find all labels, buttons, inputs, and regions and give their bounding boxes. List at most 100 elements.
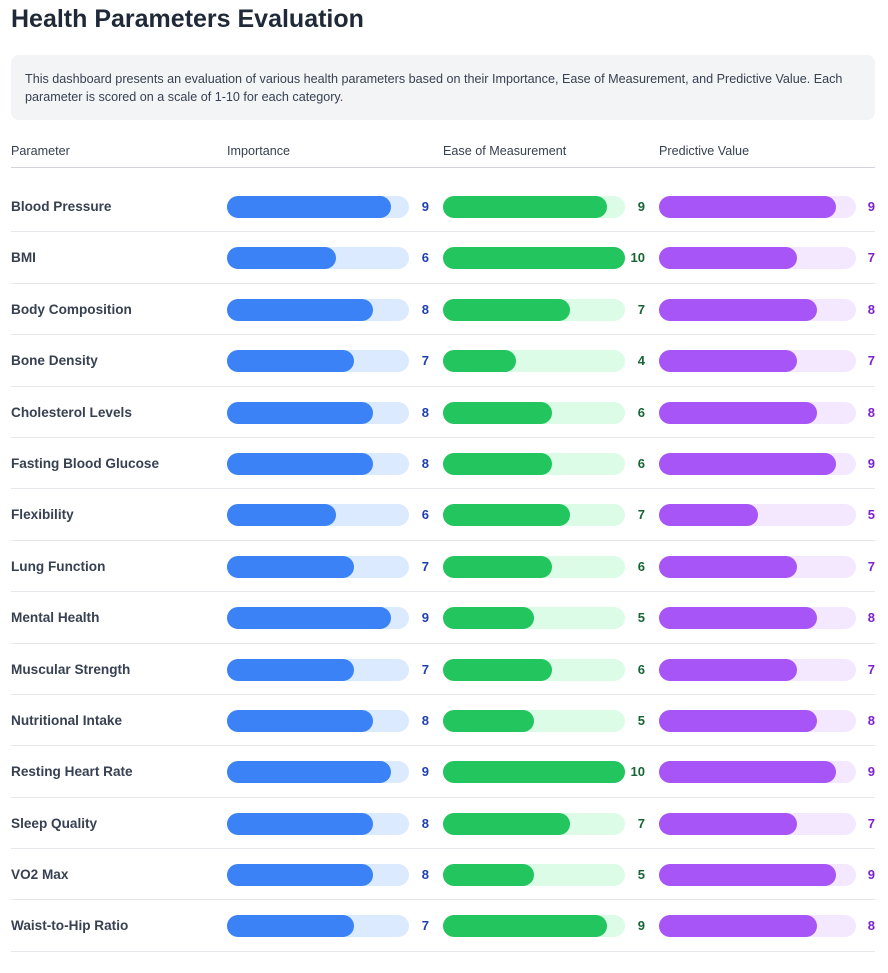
predictive-value-value-label: 5 bbox=[867, 507, 875, 523]
importance-bar-track bbox=[227, 658, 409, 681]
predictive-value-bar bbox=[659, 915, 817, 938]
predictive-value-value-label: 8 bbox=[867, 610, 875, 626]
parameter-name: Blood Pressure bbox=[11, 199, 112, 214]
predictive-value-bar-track bbox=[659, 658, 856, 681]
importance-bar bbox=[227, 658, 355, 681]
ease-of-measurement-value-label: 10 bbox=[630, 764, 645, 780]
importance-value-label: 8 bbox=[421, 301, 429, 317]
ease-of-measurement-value-label: 10 bbox=[630, 250, 645, 266]
importance-bar bbox=[227, 761, 391, 784]
importance-bar bbox=[227, 504, 337, 527]
importance-bar bbox=[227, 709, 373, 732]
importance-bar-track bbox=[227, 298, 409, 321]
importance-bar-track bbox=[227, 915, 409, 938]
importance-bar bbox=[227, 247, 337, 270]
predictive-value-value-label: 7 bbox=[867, 661, 875, 677]
predictive-value-bar-track bbox=[659, 709, 856, 732]
importance-value-label: 8 bbox=[421, 815, 429, 831]
table-row: VO2 Max 8 5 9 bbox=[11, 849, 875, 901]
importance-bar-track bbox=[227, 452, 409, 475]
ease-of-measurement-bar bbox=[443, 298, 571, 321]
importance-bar-track bbox=[227, 607, 409, 630]
predictive-value-value-label: 8 bbox=[867, 918, 875, 934]
predictive-value-bar-track bbox=[659, 247, 856, 270]
header-predictive: Predictive Value bbox=[659, 144, 750, 158]
parameter-name: Resting Heart Rate bbox=[11, 764, 133, 780]
importance-bar-track bbox=[227, 761, 409, 784]
table-row: Blood Pressure 9 9 9 bbox=[11, 181, 875, 233]
ease-of-measurement-bar bbox=[443, 864, 534, 887]
predictive-value-bar bbox=[659, 298, 817, 321]
table-row: Cholesterol Levels 8 6 8 bbox=[11, 387, 875, 438]
importance-value-label: 8 bbox=[421, 712, 429, 728]
ease-of-measurement-bar-track bbox=[443, 607, 625, 630]
predictive-value-value-label: 7 bbox=[867, 353, 875, 369]
predictive-value-value-label: 9 bbox=[867, 199, 875, 214]
ease-of-measurement-bar bbox=[443, 401, 553, 424]
importance-value-label: 7 bbox=[421, 353, 429, 369]
predictive-value-value-label: 9 bbox=[867, 867, 875, 883]
predictive-value-bar bbox=[659, 761, 837, 784]
parameter-name: Waist-to-Hip Ratio bbox=[11, 918, 129, 934]
importance-bar-track bbox=[227, 247, 409, 270]
ease-of-measurement-bar bbox=[443, 915, 607, 938]
importance-bar-track bbox=[227, 196, 409, 218]
importance-bar bbox=[227, 196, 391, 218]
importance-bar-track bbox=[227, 504, 409, 527]
ease-of-measurement-bar-track bbox=[443, 504, 625, 527]
table-row: Body Composition 8 7 8 bbox=[11, 284, 875, 336]
predictive-value-bar-track bbox=[659, 812, 856, 835]
importance-bar-track bbox=[227, 555, 409, 578]
header-importance: Importance bbox=[227, 144, 290, 158]
ease-of-measurement-value-label: 5 bbox=[637, 712, 645, 728]
predictive-value-value-label: 9 bbox=[867, 455, 875, 471]
ease-of-measurement-bar-track bbox=[443, 709, 625, 732]
ease-of-measurement-bar bbox=[443, 350, 516, 373]
table-row: Mental Health 9 5 8 bbox=[11, 592, 875, 644]
table-row: Sleep Quality 8 7 7 bbox=[11, 798, 875, 850]
predictive-value-bar bbox=[659, 709, 817, 732]
predictive-value-bar bbox=[659, 555, 797, 578]
ease-of-measurement-bar bbox=[443, 761, 625, 784]
predictive-value-bar-track bbox=[659, 452, 856, 475]
ease-of-measurement-value-label: 6 bbox=[637, 661, 645, 677]
predictive-value-bar-track bbox=[659, 401, 856, 424]
table-row: Resting Heart Rate 9 10 9 bbox=[11, 746, 875, 798]
importance-bar bbox=[227, 915, 355, 938]
ease-of-measurement-value-label: 7 bbox=[637, 301, 645, 317]
predictive-value-value-label: 8 bbox=[867, 404, 875, 420]
predictive-value-bar-track bbox=[659, 915, 856, 938]
table-row: Flexibility 6 7 5 bbox=[11, 489, 875, 541]
ease-of-measurement-value-label: 7 bbox=[637, 815, 645, 831]
predictive-value-value-label: 9 bbox=[867, 764, 875, 780]
predictive-value-bar-track bbox=[659, 196, 856, 218]
predictive-value-bar-track bbox=[659, 350, 856, 373]
parameter-name: Lung Function bbox=[11, 558, 106, 574]
ease-of-measurement-bar bbox=[443, 709, 534, 732]
predictive-value-bar bbox=[659, 452, 837, 475]
predictive-value-bar-track bbox=[659, 555, 856, 578]
importance-value-label: 6 bbox=[421, 250, 429, 266]
importance-value-label: 9 bbox=[421, 199, 429, 214]
table-row: Bone Density 7 4 7 bbox=[11, 335, 875, 387]
importance-bar bbox=[227, 401, 373, 424]
predictive-value-bar-track bbox=[659, 761, 856, 784]
importance-bar bbox=[227, 298, 373, 321]
importance-value-label: 8 bbox=[421, 455, 429, 471]
table-row: Nutritional Intake 8 5 8 bbox=[11, 695, 875, 747]
predictive-value-bar bbox=[659, 401, 817, 424]
table-header: Parameter Importance Ease of Measurement… bbox=[11, 143, 875, 168]
ease-of-measurement-value-label: 9 bbox=[637, 918, 645, 934]
ease-of-measurement-bar-track bbox=[443, 555, 625, 578]
ease-of-measurement-value-label: 6 bbox=[637, 455, 645, 471]
importance-value-label: 6 bbox=[421, 507, 429, 523]
ease-of-measurement-bar bbox=[443, 196, 607, 218]
ease-of-measurement-value-label: 5 bbox=[637, 610, 645, 626]
predictive-value-bar bbox=[659, 607, 817, 630]
importance-value-label: 9 bbox=[421, 610, 429, 626]
ease-of-measurement-bar-track bbox=[443, 915, 625, 938]
ease-of-measurement-bar-track bbox=[443, 452, 625, 475]
importance-bar bbox=[227, 350, 355, 373]
ease-of-measurement-value-label: 4 bbox=[637, 353, 645, 369]
